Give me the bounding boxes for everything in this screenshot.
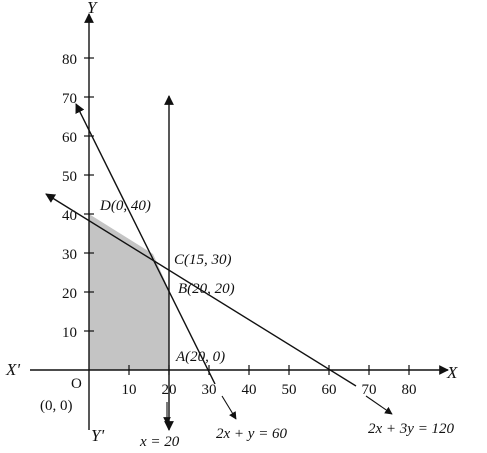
- y-ticks: [84, 57, 94, 332]
- x-tick-label: 80: [402, 382, 417, 398]
- point-b-label: B(20, 20): [178, 281, 235, 297]
- y-tick-label: 40: [62, 208, 77, 224]
- y-tick-label: 30: [62, 247, 77, 263]
- y-tick-label: 60: [62, 130, 77, 146]
- pointer-2x-plus-3y-120: [365, 395, 393, 415]
- y-tick-label: 70: [62, 91, 77, 107]
- point-c-label: C(15, 30): [174, 252, 232, 268]
- y-tick-label: 20: [62, 286, 77, 302]
- feasible-region: [89, 214, 169, 370]
- y-neg-axis-name: Y': [91, 426, 104, 445]
- point-d-label: D(0, 40): [99, 198, 151, 214]
- point-a-label: A(20, 0): [175, 349, 225, 365]
- x-neg-axis-name: X': [5, 360, 20, 379]
- x-tick-label: 70: [362, 382, 377, 398]
- origin-coord: (0, 0): [40, 398, 73, 414]
- y-tick-label: 50: [62, 169, 77, 185]
- equation-x-equals-20: x = 20: [139, 434, 180, 450]
- line-2x-plus-y-60: [75, 103, 216, 385]
- x-tick-label: 20: [162, 382, 177, 398]
- y-tick-label: 80: [62, 52, 77, 68]
- y-tick-labels: 10 20 30 40 50 60 70 80: [62, 52, 77, 341]
- x-tick-label: 50: [282, 382, 297, 398]
- line-2x-plus-3y-120: [45, 193, 357, 387]
- x-axis-name: X: [446, 363, 458, 382]
- equation-2x-plus-y-60: 2x + y = 60: [216, 426, 288, 442]
- x-tick-label: 60: [322, 382, 337, 398]
- y-axis-name: Y: [87, 0, 98, 17]
- x-tick-label: 40: [242, 382, 257, 398]
- pointer-2x-plus-y-60: [221, 395, 237, 420]
- x-tick-labels: 10 20 30 40 50 60 70 80: [122, 382, 417, 398]
- origin-label: O: [71, 376, 82, 392]
- x-tick-label: 10: [122, 382, 137, 398]
- x-tick-label: 30: [202, 382, 217, 398]
- equation-2x-plus-3y-120: 2x + 3y = 120: [368, 421, 455, 437]
- y-tick-label: 10: [62, 325, 77, 341]
